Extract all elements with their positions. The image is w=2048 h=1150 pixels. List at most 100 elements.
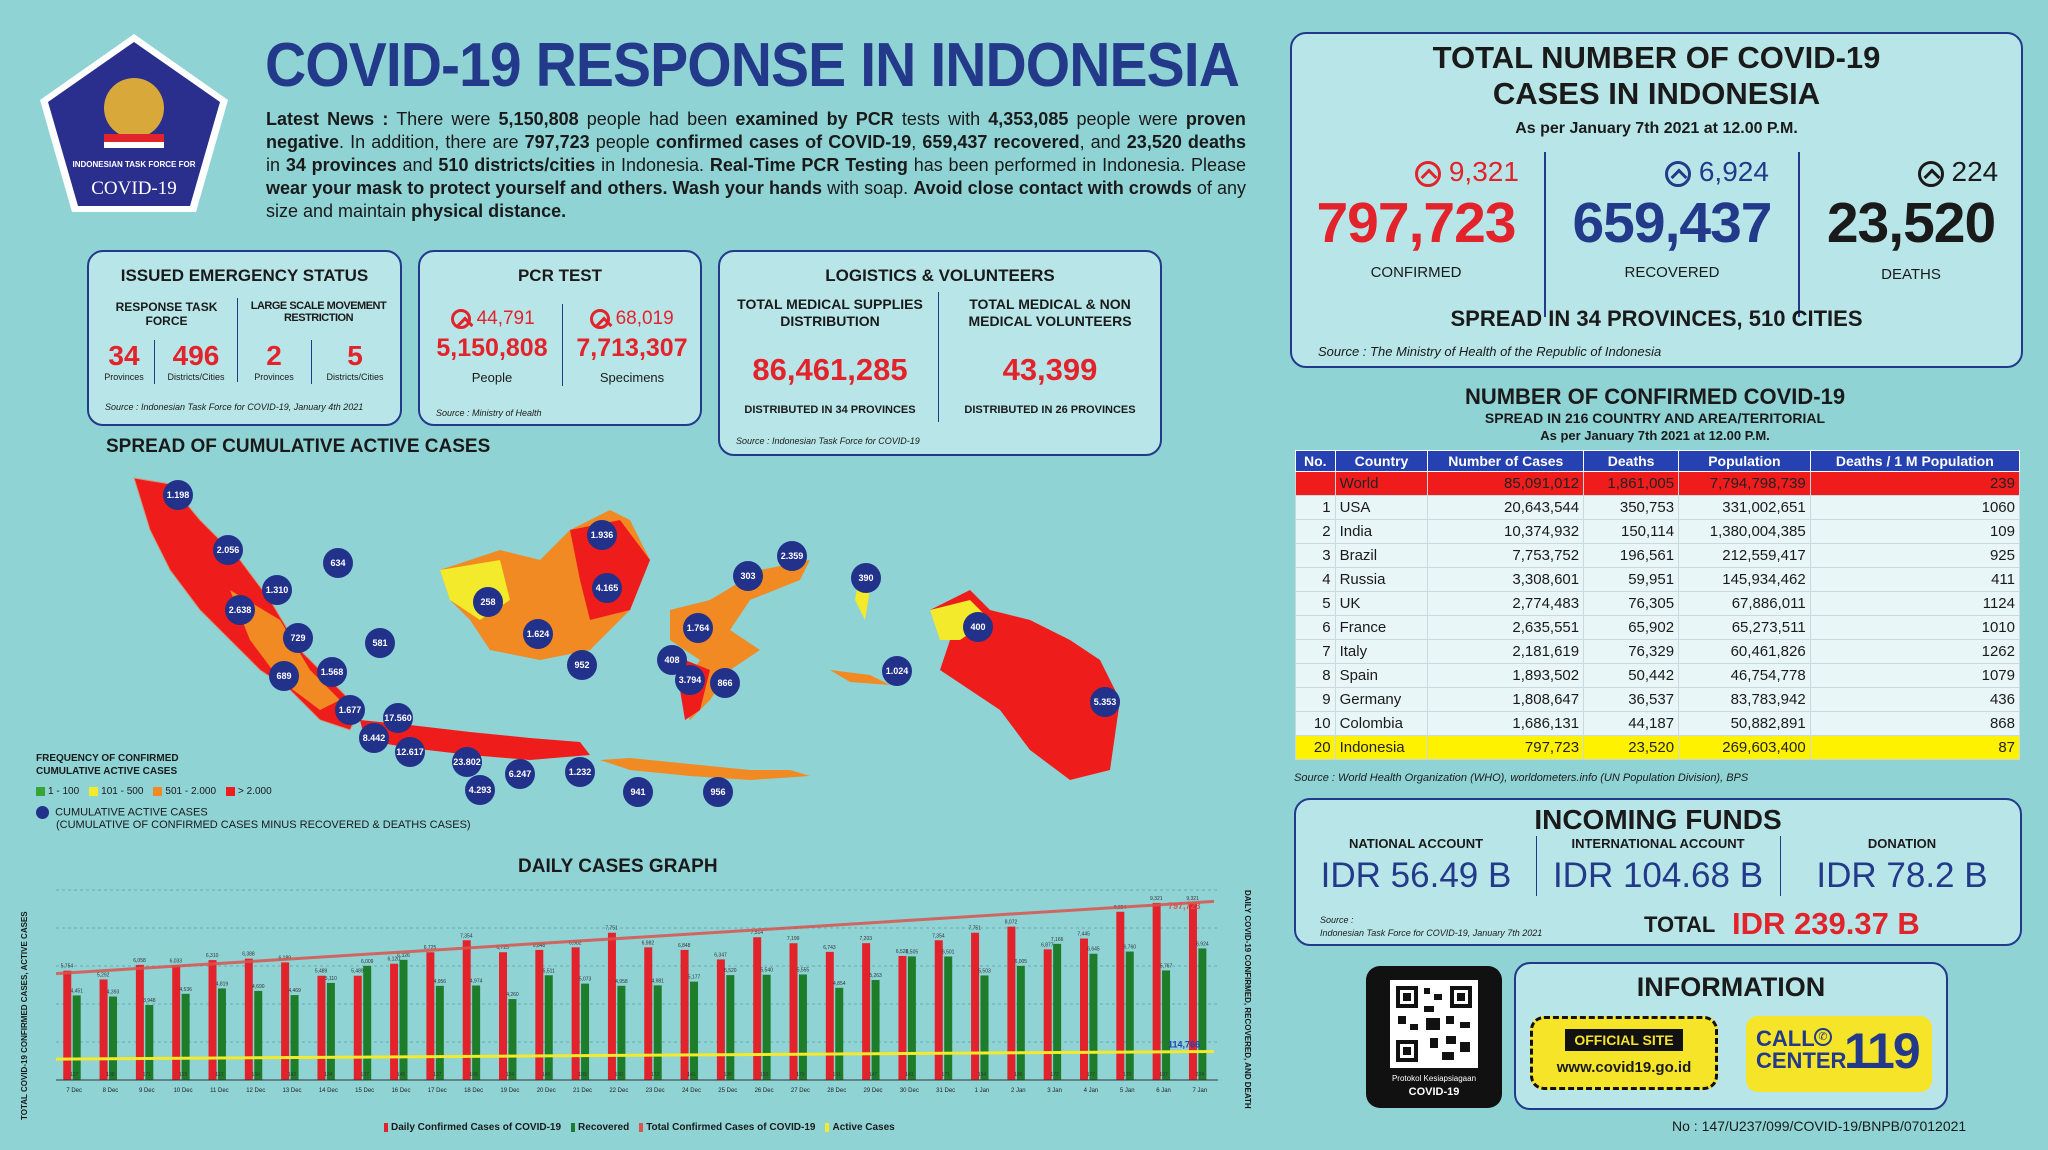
recovered-value-label: 6,760	[1124, 945, 1137, 951]
death-value-label: 224	[1196, 1072, 1205, 1078]
daily-confirmed-bar	[862, 943, 871, 1080]
table-cell: 3,308,601	[1427, 567, 1585, 592]
recovered-value-label: 6,326	[397, 953, 410, 959]
information-title: INFORMATION	[1636, 972, 1826, 1002]
recovered-bar	[326, 982, 335, 1080]
death-value-label: 166	[469, 1072, 478, 1078]
active-cases-line	[55, 1050, 1215, 1061]
recovered-value-label: 6,005	[1015, 959, 1028, 965]
death-value-label: 138	[106, 1072, 115, 1078]
recovered-bar	[1089, 953, 1098, 1080]
active-cases-marker: 23.802	[452, 747, 482, 777]
graph-ylabel-left: TOTAL COVID-19 CONFIRMED CASES, ACTIVE C…	[20, 911, 29, 1120]
active-cases-marker: 956	[703, 777, 733, 807]
world-subtitle: SPREAD IN 216 COUNTRY AND AREA/TERITORIA…	[1484, 410, 1826, 426]
table-cell: 10	[1295, 711, 1336, 736]
x-tick-label: 16 Dec	[391, 1088, 410, 1094]
recovered-value-label: 4,451	[70, 988, 83, 994]
daily-value-label: 7,354	[460, 933, 473, 939]
recovered-bar	[363, 965, 372, 1080]
x-tick-label: 22 Dec	[609, 1088, 628, 1094]
daily-confirmed-bar	[753, 937, 762, 1080]
x-tick-label: 2 Jan	[1011, 1088, 1026, 1094]
daily-value-label: 6,877	[1041, 942, 1054, 948]
table-row: 1 USA 20,643,544 350,753 331,002,651 1060	[1295, 495, 2021, 520]
table-header: No. Country Number of Cases Deaths Populatio…	[1295, 450, 2021, 472]
recovered-value-label: 6,505	[906, 949, 919, 955]
daily-value-label: 6,982	[569, 940, 582, 946]
x-tick-label: 14 Dec	[319, 1088, 338, 1094]
table-cell: 2,635,551	[1427, 615, 1585, 640]
death-value-label: 196	[1014, 1072, 1023, 1078]
x-tick-label: 4 Jan	[1084, 1088, 1099, 1094]
daily-value-label: 6,743	[823, 945, 836, 951]
active-cases-marker: 581	[365, 628, 395, 658]
table-cell: 2	[1295, 519, 1336, 544]
daily-confirmed-bar	[789, 943, 798, 1080]
qr-card[interactable]: Protokol Kesiapsiagaan COVID-19	[1366, 966, 1502, 1108]
graph-ylabel-right: DAILY COVID-19 CONFIRMED, RECOVERED, AND…	[1243, 890, 1252, 1109]
deaths-value: 23,520	[1826, 191, 1996, 255]
recovered-bar	[690, 981, 699, 1080]
official-site-link[interactable]: OFFICIAL SITE www.covid19.go.id	[1530, 1016, 1718, 1090]
recovered-value-label: 4,690	[252, 984, 265, 990]
daily-confirmed-bar	[244, 958, 253, 1080]
medical-supplies-value: 86,461,285	[752, 352, 908, 387]
active-cases-marker: 390	[851, 563, 881, 593]
indonesia-map	[133, 477, 1120, 780]
death-value-label: 135	[724, 1072, 733, 1078]
table-cell: 1,893,502	[1427, 663, 1585, 688]
table-column-header: Deaths	[1583, 450, 1680, 472]
recovered-value: 659,437	[1572, 191, 1772, 255]
daily-confirmed-bar	[934, 940, 943, 1080]
logo-covid-text: COVID-19	[91, 178, 177, 199]
table-cell: 67,886,011	[1678, 591, 1811, 616]
table-cell: 1	[1295, 495, 1336, 520]
table-cell: 76,329	[1583, 639, 1680, 664]
table-cell: 9	[1295, 687, 1336, 712]
death-value-label: 141	[905, 1072, 914, 1078]
x-tick-label: 31 Dec	[936, 1088, 955, 1094]
recovered-bar	[1016, 965, 1025, 1080]
pcr-specimens-increase: 68,019	[615, 308, 674, 329]
table-cell: 212,559,417	[1678, 543, 1811, 568]
active-cases-marker: 2.638	[225, 595, 255, 625]
recovered-bar	[181, 993, 190, 1080]
call-center-number: 119	[1844, 1023, 1921, 1079]
table-column-header: Deaths / 1 M Population	[1809, 450, 2021, 472]
daily-value-label: 5,754	[61, 964, 74, 970]
table-cell: 87	[1809, 735, 2021, 760]
table-cell: 1010	[1809, 615, 2021, 640]
legend-item: Total Confirmed Cases of COVID-19	[639, 1122, 815, 1133]
table-cell: France	[1334, 615, 1429, 640]
pcr-people-value: 5,150,808	[436, 334, 548, 362]
death-value-label: 177	[1087, 1072, 1096, 1078]
x-tick-label: 25 Dec	[718, 1088, 737, 1094]
x-tick-label: 18 Dec	[464, 1088, 483, 1094]
table-cell: 145,934,462	[1678, 567, 1811, 592]
recovered-value-label: 5,511	[543, 968, 555, 974]
table-cell: 109	[1809, 519, 2021, 544]
call-center-button[interactable]: CALL CENTER ✆ 119	[1746, 1016, 1932, 1092]
table-cell: 50,882,891	[1678, 711, 1811, 736]
table-cell: 44,187	[1583, 711, 1680, 736]
daily-value-label: 5,489	[351, 969, 364, 975]
active-cases-marker: 5.353	[1090, 687, 1120, 717]
x-tick-label: 21 Dec	[573, 1088, 592, 1094]
death-value-label: 151	[833, 1072, 842, 1078]
map-legend-title: FREQUENCY OF CONFIRMED CUMULATIVE ACTIVE…	[36, 753, 179, 777]
end-total-label: 797,723	[1168, 901, 1201, 911]
emergency-title: ISSUED EMERGENCY STATUS	[120, 266, 369, 285]
table-cell: 60,461,826	[1678, 639, 1811, 664]
death-value-label: 166	[252, 1072, 261, 1078]
logo-caption: INDONESIAN TASK FORCE FOR	[72, 160, 196, 169]
incoming-funds-panel: INCOMING FUNDS NATIONAL ACCOUNT IDR 56.4…	[1294, 798, 2022, 946]
legend-item: Active Cases	[825, 1122, 895, 1133]
x-tick-label: 24 Dec	[682, 1088, 701, 1094]
table-cell: 239	[1809, 471, 2021, 496]
table-row: 8 Spain 1,893,502 50,442 46,754,778 1079	[1295, 663, 2021, 688]
recovered-value-label: 4,819	[216, 981, 229, 987]
x-tick-label: 28 Dec	[827, 1088, 846, 1094]
daily-confirmed-bar	[644, 947, 653, 1080]
funds-source: Source : Indonesian Task Force for COVID…	[1320, 915, 1543, 938]
